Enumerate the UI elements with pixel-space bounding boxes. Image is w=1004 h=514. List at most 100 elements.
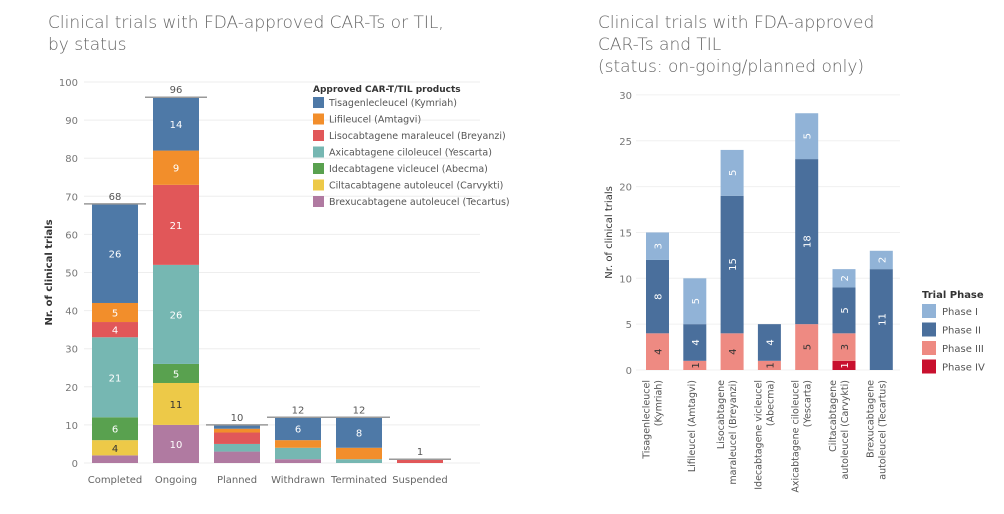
x-tick-label: autoleucel (Carvykti) xyxy=(840,380,851,480)
segment-label: 26 xyxy=(170,310,183,321)
legend-title: Approved CAR-T/TIL products xyxy=(313,85,461,95)
y-tick-label: 90 xyxy=(65,116,78,127)
y-tick-label: 40 xyxy=(65,307,78,318)
segment-label: 11 xyxy=(170,400,183,411)
legend-item: Phase II xyxy=(942,326,981,337)
segment-label: 2 xyxy=(840,275,851,281)
segment-label: 4 xyxy=(112,444,118,455)
segment-label: 5 xyxy=(173,369,179,380)
legend-item: Ciltacabtagene autoleucel (Carvykti) xyxy=(329,181,503,192)
bar-segment xyxy=(275,447,321,460)
right-title-line: (status: on-going/planned only) xyxy=(598,57,865,77)
bar-segment xyxy=(869,250,893,270)
x-tick-label: Idecabtagene vicleucel xyxy=(753,380,764,490)
bar-segment xyxy=(683,278,707,325)
segment-label: 5 xyxy=(840,307,851,313)
y-tick-label: 25 xyxy=(619,137,632,148)
x-tick-label: Planned xyxy=(217,475,257,486)
segment-label: 1 xyxy=(691,362,702,368)
bar-segment xyxy=(720,149,744,196)
segment-label: 3 xyxy=(654,243,665,249)
segment-label: 26 xyxy=(109,249,122,260)
bar-segment xyxy=(214,443,260,452)
y-axis-label: Nr. of clinical trials xyxy=(604,186,615,279)
segment-label: 9 xyxy=(173,164,179,175)
segment-label: 5 xyxy=(803,133,814,139)
bar-segment xyxy=(153,184,199,265)
x-tick-label: (Yescarta) xyxy=(803,380,814,427)
bar-segment xyxy=(92,322,138,338)
bar-segment xyxy=(869,269,893,370)
legend-swatch xyxy=(313,196,324,207)
segment-label: 5 xyxy=(112,309,118,320)
bar-segment xyxy=(153,382,199,425)
legend-item: Phase I xyxy=(942,307,978,318)
right-chart-title: Clinical trials with FDA-approved CAR-Ts… xyxy=(598,12,898,78)
y-tick-label: 20 xyxy=(65,383,78,394)
x-tick-label: Terminated xyxy=(330,475,387,486)
bar-segment xyxy=(832,269,856,288)
x-tick-label: (Kymriah) xyxy=(654,380,665,426)
bar-segment xyxy=(646,259,669,334)
bar-segment xyxy=(336,447,382,460)
legend-item: Phase IV xyxy=(942,363,985,374)
total-label: 68 xyxy=(109,192,122,203)
segment-label: 1 xyxy=(840,362,851,368)
segment-label: 6 xyxy=(295,425,301,436)
x-tick-label: (Abecma) xyxy=(765,380,776,426)
bar-segment xyxy=(214,428,260,433)
bar-segment xyxy=(153,264,199,364)
segment-label: 14 xyxy=(170,120,183,131)
x-tick-label: Ciltacabtagene xyxy=(828,380,839,452)
right-title-line: Clinical trials with FDA-approved xyxy=(598,13,875,33)
y-tick-label: 30 xyxy=(65,345,78,356)
segment-label: 8 xyxy=(356,429,362,440)
x-tick-label: Withdrawn xyxy=(271,475,325,486)
y-tick-label: 5 xyxy=(626,320,632,331)
total-label: 12 xyxy=(292,405,305,416)
legend-swatch xyxy=(922,341,936,355)
legend-swatch xyxy=(313,113,324,125)
bar-segment xyxy=(275,417,321,441)
legend-item: Lisocabtagene maraleucel (Breyanzi) xyxy=(329,131,506,142)
legend-title: Trial Phase xyxy=(922,290,984,301)
legend-swatch xyxy=(313,146,324,158)
segment-label: 1 xyxy=(765,362,776,368)
legend-item: Brexucabtagene autoleucel (Tecartus) xyxy=(329,197,510,208)
bar-segment xyxy=(757,324,781,361)
legend-swatch xyxy=(313,97,324,108)
y-tick-label: 10 xyxy=(619,274,632,285)
bar-segment xyxy=(832,333,856,361)
y-axis-label: Nr. of clinical trials xyxy=(44,219,55,325)
segment-label: 11 xyxy=(877,313,888,326)
bar-segment xyxy=(153,150,199,185)
segment-label: 5 xyxy=(803,344,814,350)
bar-segment xyxy=(832,360,856,370)
bar-segment xyxy=(214,432,260,444)
right-title-line: CAR-Ts and TIL xyxy=(598,35,722,55)
y-tick-label: 0 xyxy=(626,366,632,377)
legend-swatch xyxy=(922,304,936,318)
legend-item: Lifileucel (Amtagvi) xyxy=(329,115,421,126)
y-tick-label: 70 xyxy=(65,192,78,203)
y-tick-label: 60 xyxy=(65,230,78,241)
x-tick-label: Suspended xyxy=(392,475,448,486)
bar-segment xyxy=(92,455,138,463)
bar-segment xyxy=(275,440,321,448)
legend-item: Axicabtagene ciloleucel (Yescarta) xyxy=(329,148,492,159)
bar-segment xyxy=(275,459,321,463)
segment-label: 15 xyxy=(728,258,739,271)
total-label: 1 xyxy=(417,447,423,458)
legend-swatch xyxy=(313,179,324,191)
bar-segment xyxy=(646,232,669,260)
bar-segment xyxy=(795,159,819,325)
legend-item: Idecabtagene vicleucel (Abecma) xyxy=(329,164,488,175)
x-tick-label: autoleucel (Tecartus) xyxy=(877,380,888,480)
segment-label: 21 xyxy=(109,373,122,384)
y-tick-label: 100 xyxy=(59,78,78,89)
total-label: 12 xyxy=(353,405,366,416)
x-tick-label: Brexucabtagene xyxy=(865,380,876,458)
bar-segment xyxy=(92,440,138,456)
